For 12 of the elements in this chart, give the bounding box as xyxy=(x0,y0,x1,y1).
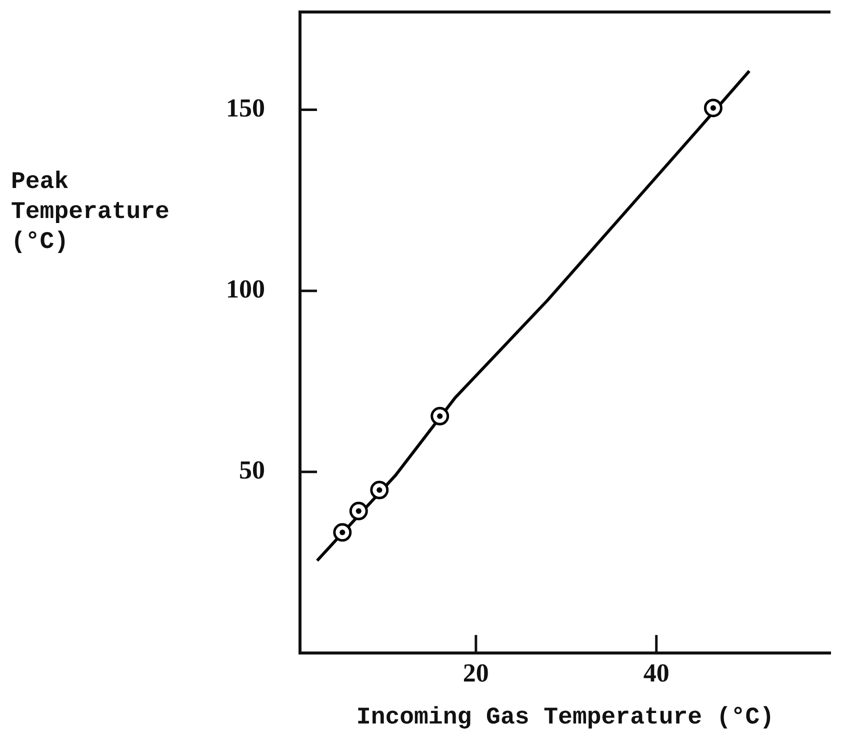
point xyxy=(333,523,352,542)
y-tick-label: 50 xyxy=(239,456,265,485)
point xyxy=(430,406,450,426)
x-axis-title: Incoming Gas Temperature (°C) xyxy=(356,704,774,732)
x-tick-label: 40 xyxy=(643,658,670,688)
x-tick-label: 20 xyxy=(462,658,489,688)
y-tick-label: 150 xyxy=(226,94,265,122)
point xyxy=(349,502,368,520)
point xyxy=(370,480,389,500)
point xyxy=(704,98,722,118)
y-axis-title: Peak Temperature (°C) xyxy=(11,168,170,258)
y-tick-label: 100 xyxy=(226,274,265,304)
